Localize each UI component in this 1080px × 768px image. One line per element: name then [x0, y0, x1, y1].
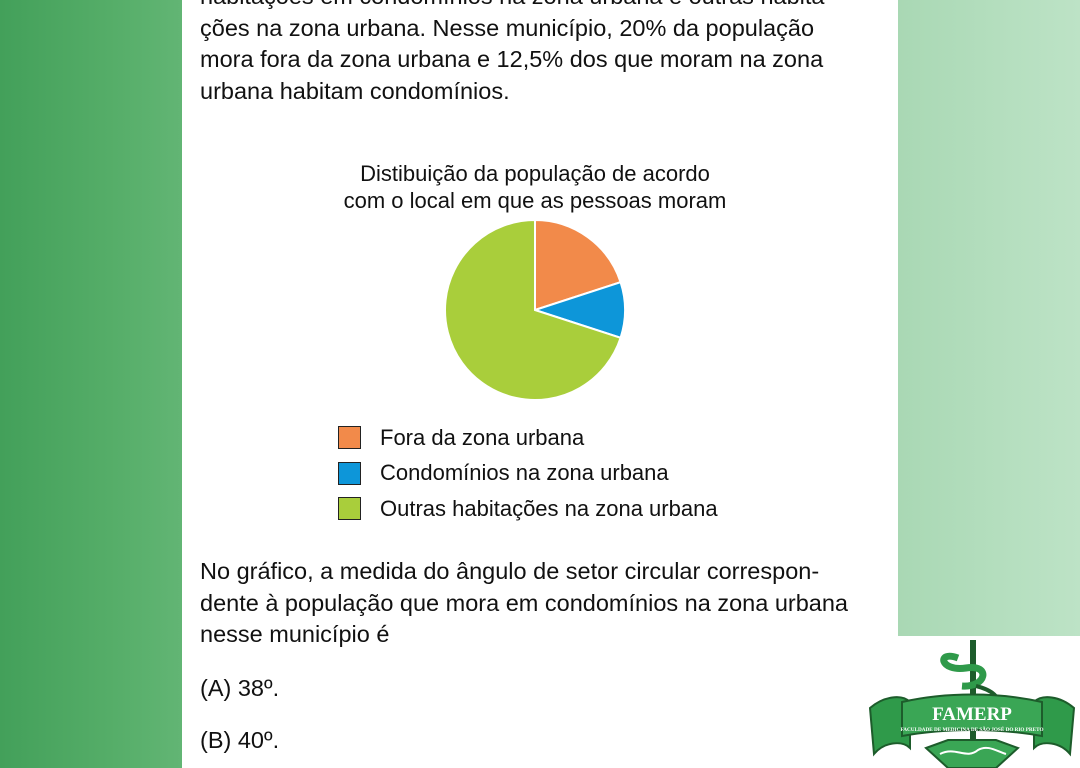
intro-paragraph: habitações em condomínios na zona urbana…: [200, 0, 871, 107]
legend-label: Condomínios na zona urbana: [380, 460, 669, 486]
intro-line: mora fora da zona urbana e 12,5% dos que…: [200, 46, 824, 72]
legend-item: Condomínios na zona urbana: [338, 456, 718, 492]
legend-swatch: [338, 461, 361, 485]
intro-line: ções na zona urbana. Nesse município, 20…: [200, 14, 815, 41]
chart-legend: Fora da zona urbana Condomínios na zona …: [338, 420, 718, 527]
question-line: No gráfico, a medida do ângulo de setor …: [200, 558, 820, 584]
legend-item: Outras habitações na zona urbana: [338, 491, 718, 527]
ribbon-left: [868, 696, 911, 757]
option-b[interactable]: (B) 40º.: [200, 727, 279, 754]
left-decorative-band: [0, 0, 182, 768]
logo-hands: [939, 746, 1007, 755]
chart-title: Distibuição da população de acordo com o…: [300, 160, 770, 214]
option-letter: (B): [200, 727, 232, 753]
legend-label: Fora da zona urbana: [380, 424, 585, 450]
ribbon-center: [901, 693, 1043, 738]
chart-title-line: com o local em que as pessoas moram: [343, 188, 727, 213]
logo-text: FAMERP: [932, 704, 1012, 725]
right-decorative-band: [898, 0, 1080, 636]
intro-line: habitações em condomínios na zona urbana…: [200, 0, 871, 13]
question-paragraph: No gráfico, a medida do ângulo de setor …: [200, 556, 871, 651]
pie-slice: [534, 218, 622, 312]
pie-slice: [444, 218, 622, 401]
legend-swatch: [338, 497, 361, 521]
famerp-logo: FAMERP FACULDADE DE MEDICINA DE SÃO JOSÉ…: [868, 640, 1076, 768]
question-line: dente à população que mora em condomínio…: [200, 589, 849, 616]
legend-label: Outras habitações na zona urbana: [380, 495, 718, 521]
legend-swatch: [338, 426, 361, 450]
chart-title-line: Distibuição da população de acordo: [360, 161, 710, 186]
pie-chart: [444, 218, 626, 401]
option-letter: (A): [200, 675, 232, 701]
question-line: nesse município é: [200, 621, 390, 647]
option-a[interactable]: (A) 38º.: [200, 675, 279, 702]
option-text: 38º.: [237, 675, 280, 701]
intro-line: urbana habitam condomínios.: [200, 77, 510, 104]
logo-subtitle: FACULDADE DE MEDICINA DE SÃO JOSÉ DO RIO…: [900, 725, 1043, 733]
option-text: 40º.: [237, 727, 280, 753]
ribbon-right: [1033, 696, 1076, 757]
legend-item: Fora da zona urbana: [338, 420, 718, 456]
